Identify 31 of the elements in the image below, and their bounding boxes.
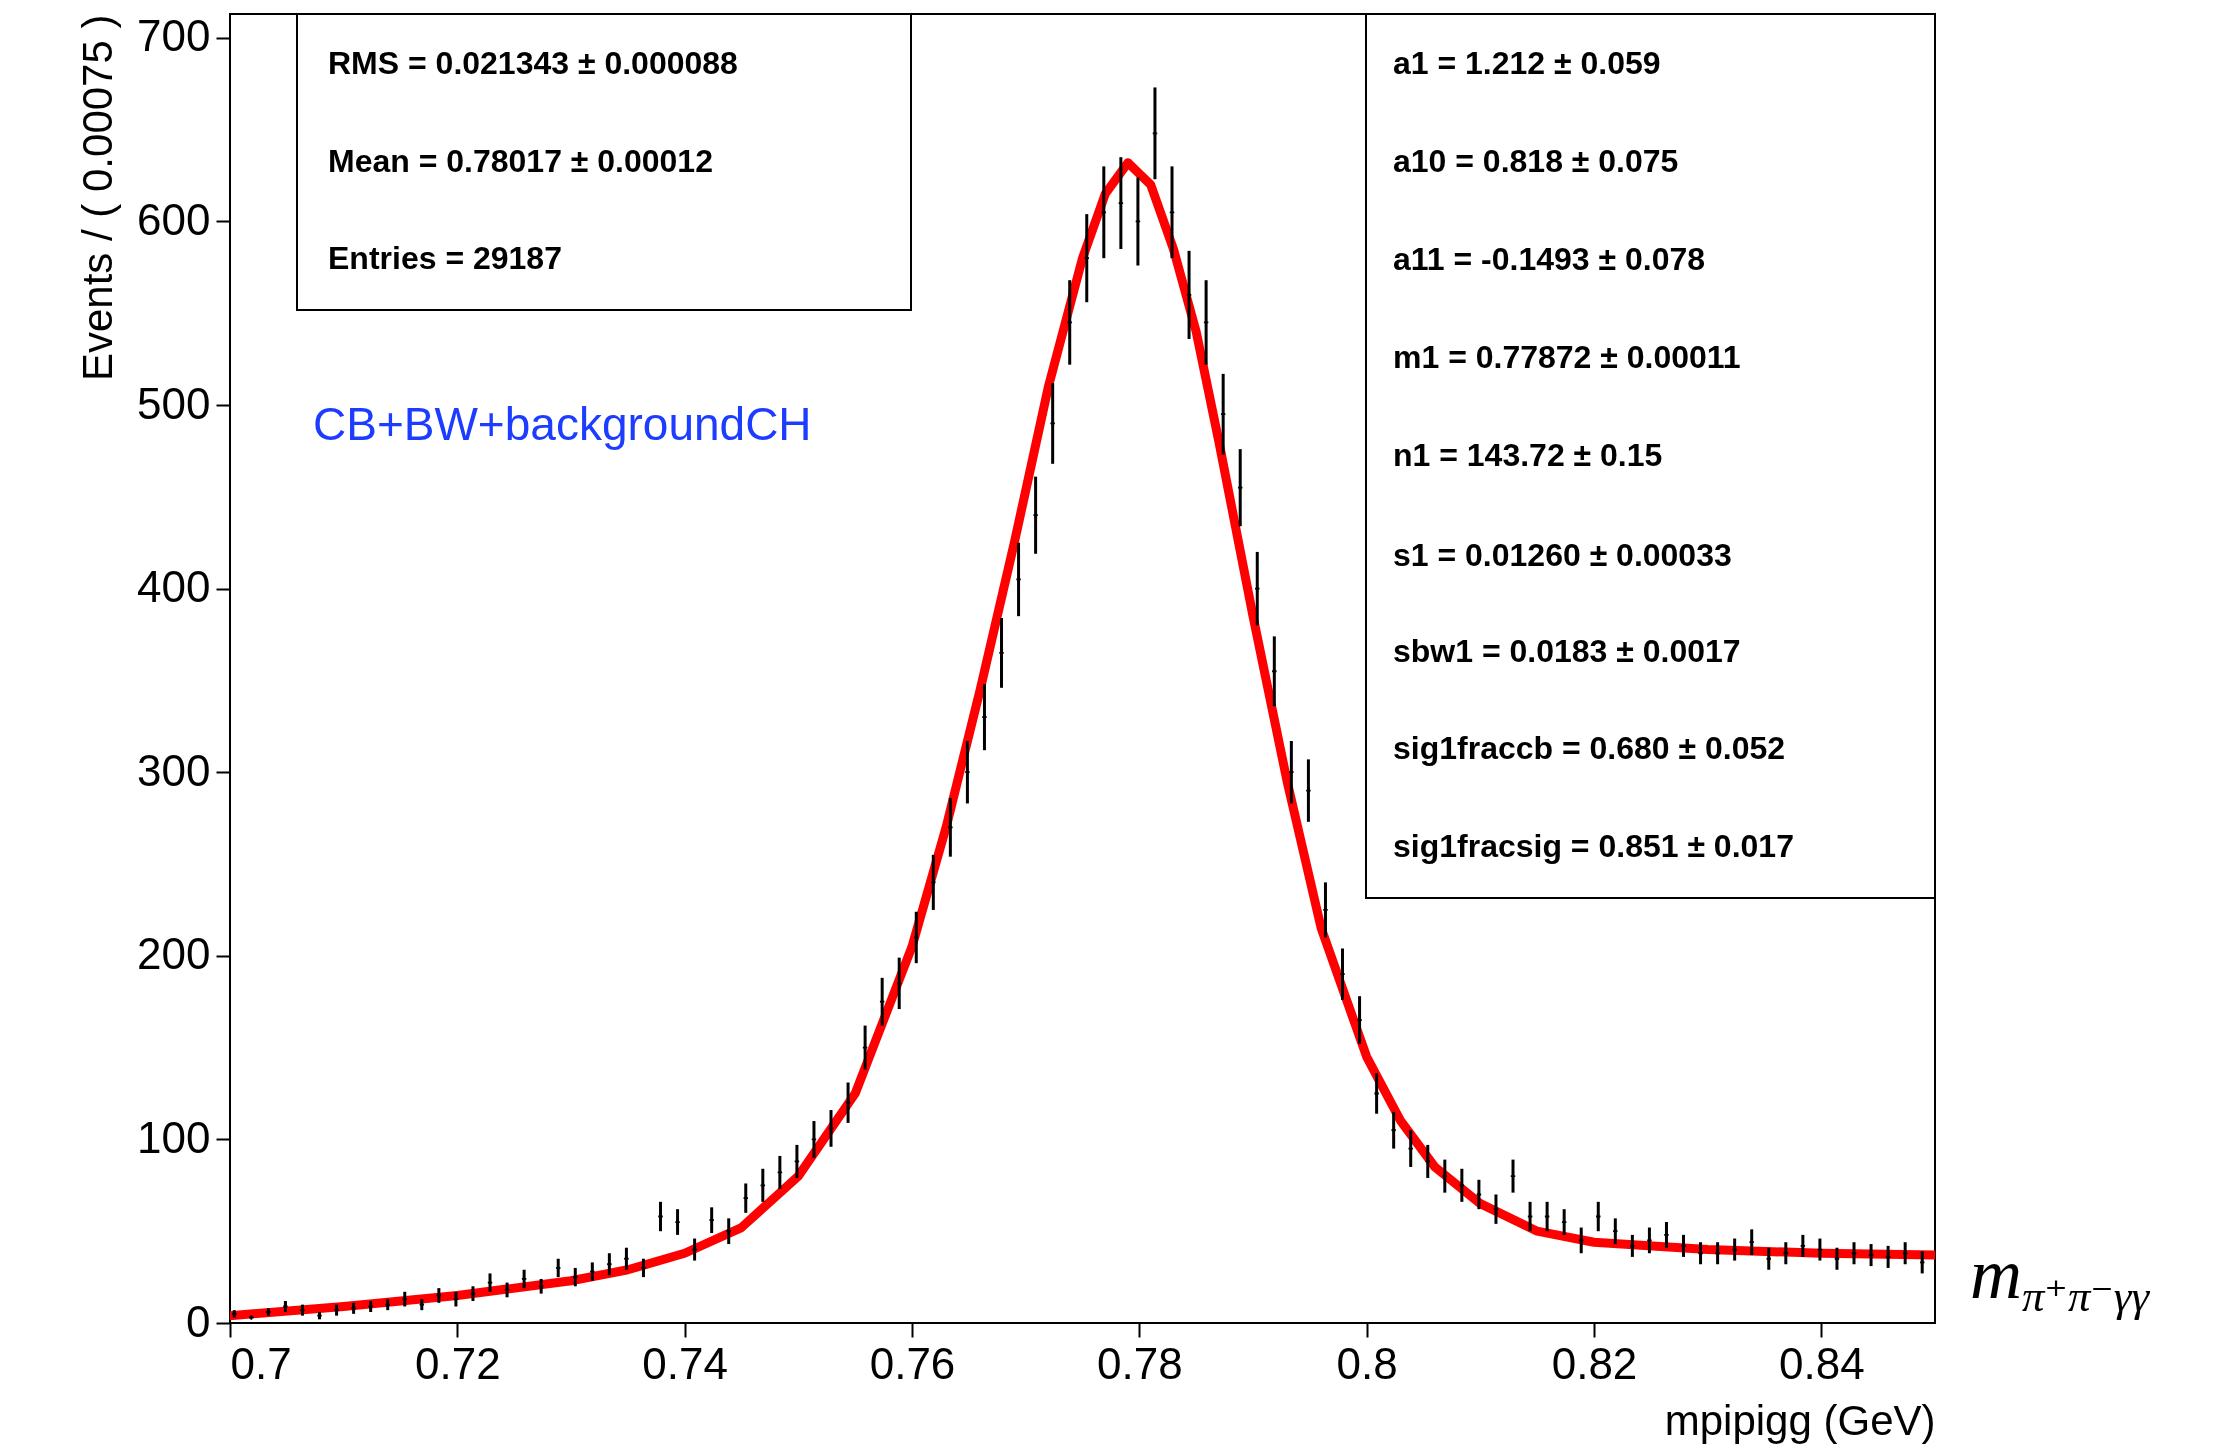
x-tick-label: 0.72	[415, 1338, 501, 1388]
annotation: a1 = 1.212 ± 0.059	[1393, 45, 1661, 81]
y-tick-label: 300	[137, 745, 211, 795]
y-tick-label: 100	[137, 1112, 211, 1162]
annotation: Mean = 0.78017 ± 0.00012	[328, 143, 713, 179]
annotation: CB+BW+backgroundCH	[313, 398, 812, 450]
y-axis-title: Events / ( 0.00075 )	[74, 14, 122, 382]
annotation: a10 = 0.818 ± 0.075	[1393, 143, 1679, 179]
annotation: s1 = 0.01260 ± 0.00033	[1393, 537, 1732, 573]
annotation: n1 = 143.72 ± 0.15	[1393, 437, 1663, 473]
annotation: RMS = 0.021343 ± 0.000088	[328, 45, 738, 81]
annotation: sig1fracsig = 0.851 ± 0.017	[1393, 828, 1794, 864]
x-tick-label: 0.74	[642, 1338, 728, 1388]
y-tick-label: 400	[137, 562, 211, 612]
y-tick-label: 200	[137, 929, 211, 979]
y-tick-label: 600	[137, 194, 211, 244]
x-tick-label: 0.84	[1779, 1338, 1865, 1388]
x-tick-label: 0.8	[1336, 1338, 1398, 1388]
x-tick-label: 0.78	[1097, 1338, 1183, 1388]
annotation: sig1fraccb = 0.680 ± 0.052	[1393, 730, 1786, 766]
x-tick-label: 0.7	[230, 1338, 292, 1388]
annotation: Entries = 29187	[328, 240, 562, 276]
y-tick-label: 700	[137, 11, 211, 61]
annotation: a11 = -0.1493 ± 0.078	[1393, 241, 1706, 277]
x-tick-label: 0.82	[1551, 1338, 1638, 1388]
y-tick-label: 500	[137, 378, 211, 428]
x-tick-label: 0.76	[869, 1338, 956, 1388]
x-axis-title: mpipigg (GeV)	[1664, 1396, 1936, 1444]
annotation: m1 = 0.77872 ± 0.00011	[1393, 339, 1741, 375]
annotation: sbw1 = 0.0183 ± 0.0017	[1393, 633, 1741, 669]
y-tick-label: 0	[186, 1296, 211, 1346]
